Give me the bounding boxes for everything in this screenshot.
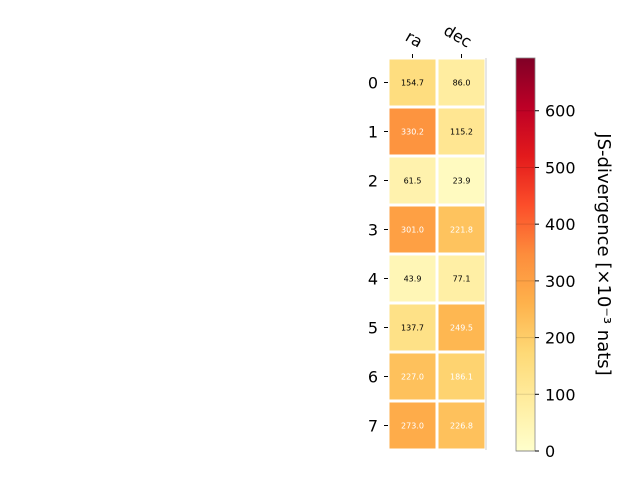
colorbar-gradient — [515, 57, 536, 452]
heatmap-cell-r7-c0 — [389, 402, 436, 449]
colorbar-tick-label: 100 — [545, 385, 576, 404]
row-label: 7 — [368, 417, 378, 436]
heatmap-grid: 154.7 86.0 330.2 115.2 61.5 23.9 301.0 221.8 43.… — [389, 59, 485, 449]
column-label: ra — [402, 27, 426, 52]
heatmap-cell-r5-c0 — [389, 304, 436, 351]
cell-value-label: 86.0 — [453, 79, 471, 88]
colorbar-tick-label: 500 — [545, 158, 576, 177]
cell-value-label: 227.0 — [401, 373, 424, 382]
colorbar-tick-label: 400 — [545, 215, 576, 234]
row-label: 1 — [368, 123, 378, 142]
heatmap-cell-r0-c1 — [438, 59, 485, 106]
heatmap-cell-r6-c1 — [438, 353, 485, 400]
colorbar: 0 100 200 300 400 500 600 JS-divergence [×10⁻³ … — [515, 57, 614, 461]
heatmap-cell-r3-c1 — [438, 206, 485, 253]
colorbar-title: JS-divergence [×10⁻³ nats] — [593, 132, 614, 375]
heatmap-cell-r0-c0 — [389, 59, 436, 106]
heatmap-cell-r2-c0 — [389, 157, 436, 204]
heatmap-cell-r3-c0 — [389, 206, 436, 253]
colorbar-tick-label: 200 — [545, 329, 576, 348]
heatmap-cell-r2-c1 — [438, 157, 485, 204]
heatmap-cell-r1-c0 — [389, 108, 436, 155]
heatmap-cell-r4-c0 — [389, 255, 436, 302]
colorbar-tick-label: 0 — [545, 442, 555, 461]
row-label: 3 — [368, 221, 378, 240]
heatmap-cell-r6-c0 — [389, 353, 436, 400]
row-label: 5 — [368, 319, 378, 338]
cell-value-label: 186.1 — [450, 373, 473, 382]
colorbar-tick-label: 300 — [545, 272, 576, 291]
cell-value-label: 226.8 — [450, 422, 473, 431]
cell-value-label: 43.9 — [404, 275, 422, 284]
cell-value-label: 154.7 — [401, 79, 424, 88]
row-label: 2 — [368, 172, 378, 191]
heatmap-cell-r4-c1 — [438, 255, 485, 302]
heatmap-cell-r1-c1 — [438, 108, 485, 155]
cell-value-label: 23.9 — [453, 177, 471, 186]
cell-value-label: 77.1 — [453, 275, 471, 284]
column-label: dec — [441, 21, 475, 52]
cell-value-label: 137.7 — [401, 324, 424, 333]
heatmap-cell-r5-c1 — [438, 304, 485, 351]
cell-value-label: 301.0 — [401, 226, 424, 235]
cell-value-label: 221.8 — [450, 226, 473, 235]
heatmap-cell-r7-c1 — [438, 402, 485, 449]
cell-value-label: 249.5 — [450, 324, 473, 333]
cell-value-label: 273.0 — [401, 422, 424, 431]
cell-value-label: 115.2 — [450, 128, 473, 137]
cell-value-label: 61.5 — [404, 177, 422, 186]
row-label: 4 — [368, 270, 378, 289]
row-label: 0 — [368, 74, 378, 93]
colorbar-tick-label: 600 — [545, 102, 576, 121]
cell-value-label: 330.2 — [401, 128, 424, 137]
row-label: 6 — [368, 368, 378, 387]
